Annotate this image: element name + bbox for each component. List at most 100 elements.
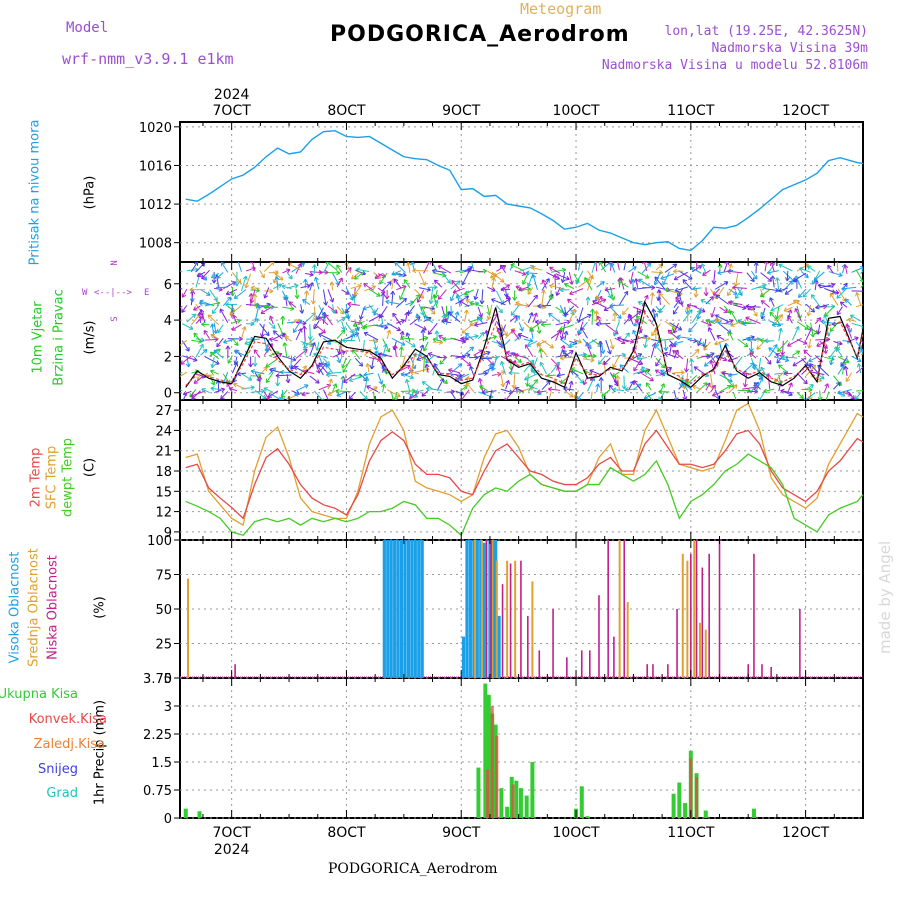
wind-arrow-head [562,350,565,355]
wind-arrow-head [727,332,732,334]
wind-arrow-head [379,315,384,319]
wind-arrow-head [410,262,413,266]
wind-arrow [674,271,688,281]
lonlat: lon,lat (19.25E, 42.3625N) [664,24,869,39]
wind-arrow-head [686,304,691,309]
wind-arrow-head [417,299,422,303]
wind-arrow-head [467,267,472,270]
wind-arrow [840,357,848,367]
wind-arrow-head [617,336,622,339]
wind-arrow-head [813,276,816,282]
wind-arrow [195,373,206,378]
wind-arrow-head [486,315,489,320]
wind-arrow-head [505,295,508,300]
wind-arrow-head [198,302,203,306]
wind-arrow-head [484,330,487,335]
wind-arrow [771,275,775,288]
wind-arrow-head [571,380,574,386]
wind-arrow [696,382,708,393]
wind-frame [179,261,864,401]
wind-arrow-head [855,397,860,400]
wind-arrow-head [536,391,541,395]
wind-arrow [181,288,188,298]
wind-arrow-head [493,313,498,317]
wind-arrow-head [387,281,392,284]
wind-arrow-head [189,395,194,398]
wind-arrow [760,312,766,322]
wind-arrow-head [321,311,325,316]
wind-arrow [379,272,388,285]
wind-arrow [673,349,679,359]
wind-arrow [356,268,370,273]
wind-arrow-head [432,337,437,340]
wind-arrow-head [380,313,385,318]
wind-arrow-head [831,306,836,310]
wind-arrow-head [632,329,637,333]
wind-arrow [477,306,483,318]
wind-arrow [769,311,780,323]
wind-arrow-head [595,323,600,327]
wind-arrow-head [234,349,239,352]
wind-arrow [532,312,538,323]
wind-arrow-head [196,272,201,276]
wind-arrow [382,343,387,358]
wind-arrow-head [308,343,313,348]
wind-arrow [294,366,306,374]
wind-arrow [846,322,852,333]
wind-arrow [537,340,547,346]
wind-arrow [418,344,424,357]
wind-arrow-head [672,349,677,352]
wind-arrow-head [195,369,200,372]
total-precip-bar [486,694,491,818]
wind-arrow-head [272,330,275,335]
wind-arrow [719,323,732,334]
wind-arrow-head [841,288,846,292]
wind-arrow-head [742,321,747,325]
wind-arrow-head [514,387,518,392]
wind-arrow-head [375,402,377,406]
wind-arrow-head [447,311,450,316]
wind-arrow [557,366,561,375]
wind-arrow [510,264,524,272]
wind-arrow-head [532,361,535,366]
temperature-ytick-label: 27 [155,404,172,419]
model-label: Model [66,20,109,36]
wind-arrow-head [465,332,470,335]
wind-arrow-head [664,287,669,291]
wind-arrow [468,317,483,323]
wind-arrow-head [760,338,765,341]
wind-arrow-head [481,392,486,395]
wind-arrow [555,306,564,313]
wind-arrow-head [220,387,225,390]
wind-arrow [209,375,215,386]
wind-arrow [265,371,274,383]
wind-arrow-head [597,315,602,319]
wind-arrow-head [752,362,755,367]
wind-arrow-head [237,373,242,377]
wind-arrow-head [433,310,436,315]
wind-arrow-head [382,289,386,294]
wind-arrow-head [727,269,732,272]
wind-arrow [845,372,853,382]
wind-arrow-head [200,340,205,343]
wind-arrow [263,391,270,400]
wind-arrow-head [563,330,567,335]
wind-arrow-head [352,349,357,352]
wind-arrow [577,262,581,271]
wind-arrow-head [438,297,443,300]
wind-arrow [815,338,830,341]
wind-arrow-head [362,270,366,275]
wind-arrow-head [438,335,442,340]
wind-arrow [715,286,725,299]
wind-arrow [655,373,666,377]
wind-arrow [767,270,779,274]
wind-arrow-head [239,278,242,283]
wind-arrow-head [406,332,411,336]
wind-arrow [245,304,260,307]
wind-arrow [200,349,208,356]
wind-arrow [732,391,737,400]
wind-arrow-head [746,336,751,339]
wind-arrow-head [559,335,563,340]
wind-arrow-head [740,320,745,324]
wind-arrow-head [257,375,262,379]
